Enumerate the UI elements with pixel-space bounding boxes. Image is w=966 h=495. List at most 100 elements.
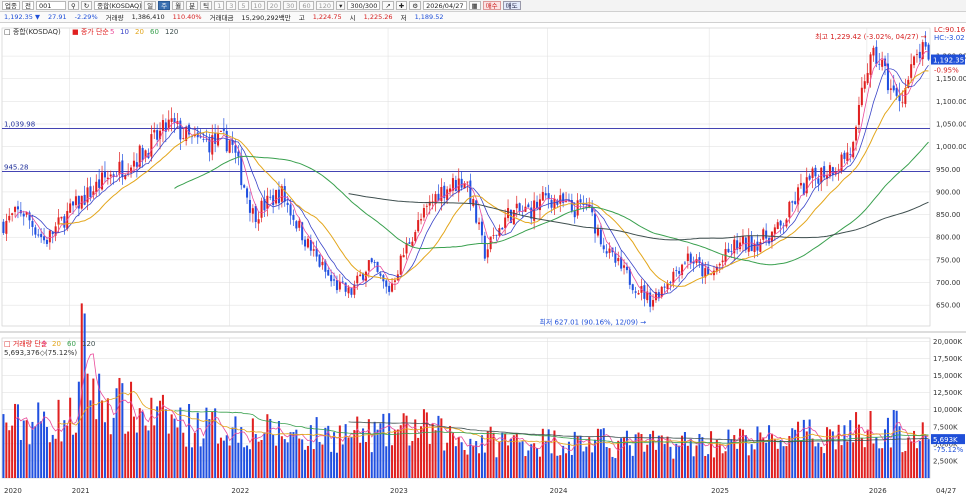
volume-bar [924,435,927,478]
volume-bar [60,441,63,478]
price-tick-label: 1,100.00 [936,98,966,106]
volume-bar [718,443,721,478]
volume-bar [437,415,440,478]
candle-body [460,178,463,188]
candle-body [855,126,858,141]
candle-body [475,200,478,223]
candle-body [889,88,892,90]
candle-body [83,194,86,205]
candle-body [164,122,167,132]
period-day[interactable]: 일 [144,1,157,10]
minute-3[interactable]: 3 [226,1,237,10]
volume-bar [779,440,782,478]
count-input[interactable]: 300/300 [347,1,381,10]
chart-area[interactable]: 650.00 700.00 750.00 800.00 850.00 900.00 950.… [0,24,966,495]
volume-legend-item: 60 [67,340,76,348]
minute-5[interactable]: 5 [238,1,249,10]
quote-low: 1,189.52 [414,13,444,21]
candle-body [692,261,695,264]
volume-value-label: 5,693,376◇(75.12%) [4,349,77,357]
calendar-icon[interactable]: ▦ [468,1,481,10]
minute-60[interactable]: 60 [299,1,314,10]
price-tick-label: 700.00 [936,279,961,287]
date-input[interactable]: 2026/04/27 [423,1,467,10]
market-select[interactable]: 업종 [2,1,20,10]
quote-volume-label: 거래량 [105,14,124,22]
volume-bar [240,427,243,478]
candle-body [669,282,672,284]
candle-body [727,248,730,253]
volume-bar [840,445,843,478]
volume-bar [309,425,312,478]
candle-body [565,201,568,203]
volume-bar [2,414,5,478]
volume-bar [19,439,22,478]
volume-bar [269,418,272,478]
candle-body [620,257,623,269]
minute-120[interactable]: 120 [315,1,335,10]
volume-bar [188,404,191,478]
sell-button[interactable]: 매도 [502,1,521,10]
candle-body [469,180,472,204]
candle-body [884,58,887,67]
volume-bar [446,442,449,478]
candle-body [451,178,454,191]
volume-bar [762,437,765,478]
period-tick[interactable]: 틱 [200,1,213,10]
high-annotation: 최고 1,229.42 (-3.02%, 04/27) → [815,32,927,41]
volume-bar [904,450,907,478]
candle-body [538,199,541,211]
cursor-icon[interactable]: ↗ [382,1,394,10]
candle-body [599,229,602,245]
current-volume-label: 5,693K [933,436,958,444]
candle-body [681,264,684,275]
candle-body [338,281,341,290]
volume-bar [570,454,573,478]
candle-body [16,206,19,210]
period-month[interactable]: 월 [172,1,185,10]
candle-body [921,42,924,60]
volume-bar [408,445,411,478]
period-minute[interactable]: 분 [186,1,199,10]
candle-body [828,165,831,177]
minute-1[interactable]: 1 [214,1,225,10]
buy-button[interactable]: 매수 [482,1,501,10]
minute-10[interactable]: 10 [250,1,265,10]
item-select[interactable]: 전 [21,1,34,10]
candle-body [463,183,466,189]
volume-bar [602,428,605,478]
candle-body [730,250,733,252]
candle-body [701,262,704,277]
lock-icon[interactable]: ↻ [80,1,93,10]
search-icon[interactable]: ⚲ [67,1,79,10]
settings-icon[interactable]: ⚙ [409,1,422,10]
minute-dropdown-icon[interactable]: ▾ [336,1,346,10]
candle-body [106,177,109,180]
volume-bar [675,443,678,478]
volume-bar [425,412,428,478]
crosshair-icon[interactable]: ✚ [395,1,408,10]
minute-20[interactable]: 20 [266,1,282,10]
volume-bar [657,435,660,478]
candle-body [272,195,275,206]
candle-body [63,216,66,228]
x-axis-label: 04/27 [936,487,956,495]
candle-body [446,189,449,201]
candle-body [309,239,312,251]
candle-body [570,200,573,211]
period-week[interactable]: 주 [158,1,171,10]
candle-body [492,235,495,236]
candle-body [40,233,43,238]
volume-bar [460,442,463,478]
candle-body [886,63,889,91]
minute-30[interactable]: 30 [283,1,298,10]
code-input[interactable]: 001 [35,1,66,10]
candle-body [860,87,863,106]
candle-body [222,129,225,131]
candle-body [54,226,57,236]
candle-body [208,138,211,153]
volume-bar [927,439,930,478]
candle-body [8,215,11,221]
volume-bar [776,448,779,478]
candle-body [422,207,425,218]
